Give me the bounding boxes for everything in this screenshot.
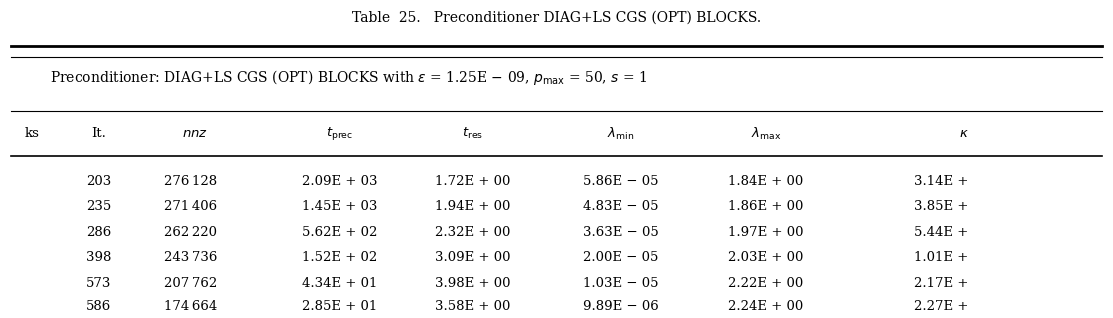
Text: 5.86E − 05: 5.86E − 05 — [583, 175, 659, 188]
Text: 398: 398 — [86, 251, 111, 264]
Text: 2.00E − 05: 2.00E − 05 — [583, 251, 659, 264]
Text: 9.89E − 06: 9.89E − 06 — [583, 301, 659, 313]
Text: 2.32E + 00: 2.32E + 00 — [435, 226, 511, 238]
Text: 271 406: 271 406 — [164, 200, 217, 213]
Text: 5.44E +: 5.44E + — [914, 226, 968, 238]
Text: 2.24E + 00: 2.24E + 00 — [728, 301, 804, 313]
Text: 1.84E + 00: 1.84E + 00 — [728, 175, 804, 188]
Text: $\lambda_{\mathrm{min}}$: $\lambda_{\mathrm{min}}$ — [608, 126, 634, 142]
Text: 1.52E + 02: 1.52E + 02 — [302, 251, 377, 264]
Text: 3.09E + 00: 3.09E + 00 — [435, 251, 511, 264]
Text: 1.72E + 00: 1.72E + 00 — [435, 175, 511, 188]
Text: Table  25.   Preconditioner DIAG+LS CGS (OPT) BLOCKS.: Table 25. Preconditioner DIAG+LS CGS (OP… — [352, 10, 761, 24]
Text: 3.98E + 00: 3.98E + 00 — [435, 277, 511, 289]
Text: 4.34E + 01: 4.34E + 01 — [302, 277, 377, 289]
Text: 286: 286 — [86, 226, 111, 238]
Text: $\mathit{nnz}$: $\mathit{nnz}$ — [181, 127, 208, 140]
Text: 3.63E − 05: 3.63E − 05 — [583, 226, 659, 238]
Text: $\kappa$: $\kappa$ — [958, 127, 968, 140]
Text: 207 762: 207 762 — [164, 277, 217, 289]
Text: It.: It. — [91, 127, 106, 140]
Text: 1.03E − 05: 1.03E − 05 — [583, 277, 659, 289]
Text: 1.01E +: 1.01E + — [914, 251, 968, 264]
Text: 573: 573 — [86, 277, 111, 289]
Text: 276 128: 276 128 — [164, 175, 217, 188]
Text: Preconditioner: DIAG+LS CGS (OPT) BLOCKS with $\varepsilon$ = 1.25E $-$ 09, $p_{: Preconditioner: DIAG+LS CGS (OPT) BLOCKS… — [50, 68, 648, 87]
Text: ks: ks — [24, 127, 39, 140]
Text: 2.09E + 03: 2.09E + 03 — [302, 175, 377, 188]
Text: 1.45E + 03: 1.45E + 03 — [302, 200, 377, 213]
Text: $t_{\mathrm{res}}$: $t_{\mathrm{res}}$ — [463, 126, 483, 141]
Text: 3.85E +: 3.85E + — [914, 200, 968, 213]
Text: 4.83E − 05: 4.83E − 05 — [583, 200, 659, 213]
Text: 1.94E + 00: 1.94E + 00 — [435, 200, 511, 213]
Text: 1.86E + 00: 1.86E + 00 — [728, 200, 804, 213]
Text: 5.62E + 02: 5.62E + 02 — [302, 226, 377, 238]
Text: 262 220: 262 220 — [164, 226, 217, 238]
Text: 2.03E + 00: 2.03E + 00 — [728, 251, 804, 264]
Text: 243 736: 243 736 — [164, 251, 217, 264]
Text: 3.58E + 00: 3.58E + 00 — [435, 301, 511, 313]
Text: 2.27E +: 2.27E + — [914, 301, 968, 313]
Text: 2.85E + 01: 2.85E + 01 — [302, 301, 377, 313]
Text: 3.14E +: 3.14E + — [914, 175, 968, 188]
Text: 203: 203 — [86, 175, 111, 188]
Text: $t_{\mathrm{prec}}$: $t_{\mathrm{prec}}$ — [326, 125, 353, 142]
Text: 235: 235 — [86, 200, 111, 213]
Text: 1.97E + 00: 1.97E + 00 — [728, 226, 804, 238]
Text: 2.17E +: 2.17E + — [914, 277, 968, 289]
Text: $\lambda_{\mathrm{max}}$: $\lambda_{\mathrm{max}}$ — [750, 126, 781, 142]
Text: 2.22E + 00: 2.22E + 00 — [728, 277, 804, 289]
Text: 174 664: 174 664 — [164, 301, 217, 313]
Text: 586: 586 — [86, 301, 111, 313]
